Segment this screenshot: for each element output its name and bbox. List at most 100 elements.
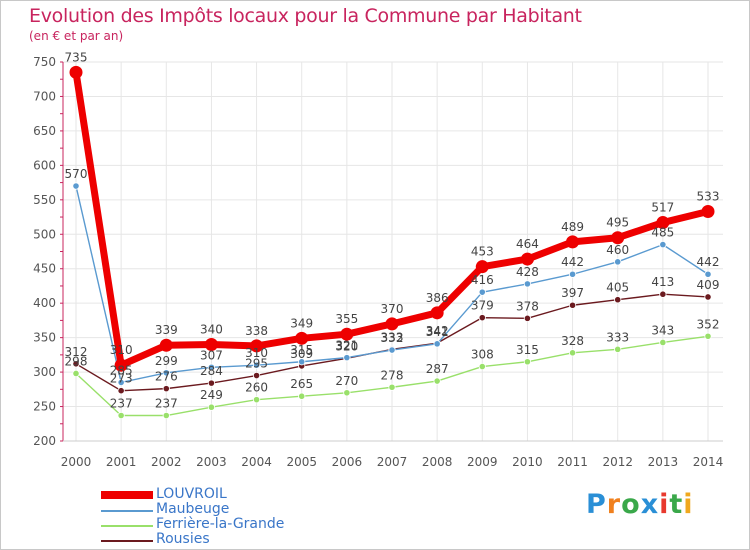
data-point-ferri-re-la-grande <box>388 383 396 391</box>
data-label-ferri-re-la-grande: 260 <box>245 381 268 395</box>
data-label-ferri-re-la-grande: 237 <box>110 397 133 411</box>
data-label-ferri-re-la-grande: 328 <box>561 334 584 348</box>
data-label-rousies: 378 <box>516 299 539 313</box>
data-label-louvroil: 310 <box>110 343 133 357</box>
data-label-ferri-re-la-grande: 287 <box>426 362 449 376</box>
data-label-rousies: 379 <box>471 299 494 313</box>
y-tick-label: 700 <box>33 89 56 103</box>
data-label-ferri-re-la-grande: 343 <box>651 323 674 337</box>
data-point-maubeuge <box>207 363 216 371</box>
data-point-maubeuge <box>568 270 577 278</box>
y-tick-label: 300 <box>33 365 56 379</box>
data-label-rousies: 309 <box>290 347 313 361</box>
data-label-rousies: 409 <box>697 278 720 292</box>
data-point-ferri-re-la-grande <box>343 389 351 397</box>
logo-letter: P <box>586 489 607 520</box>
data-label-ferri-re-la-grande: 265 <box>290 377 313 391</box>
data-label-maubeuge: 299 <box>155 354 178 368</box>
legend-swatch-ferriere <box>101 525 153 527</box>
data-point-maubeuge <box>614 258 622 266</box>
data-label-louvroil: 533 <box>697 190 720 204</box>
data-point-ferri-re-la-grande <box>523 358 532 366</box>
data-label-louvroil: 349 <box>290 316 313 330</box>
data-label-maubeuge: 315 <box>290 343 313 357</box>
data-point-rousies <box>523 314 532 322</box>
data-point-rousies <box>162 385 170 393</box>
y-tick-label: 500 <box>33 227 56 241</box>
data-point-louvroil <box>656 216 670 230</box>
data-point-ferri-re-la-grande <box>659 338 667 347</box>
data-point-ferri-re-la-grande <box>252 396 261 404</box>
data-point-ferri-re-la-grande <box>117 411 125 420</box>
x-tick-label: 2005 <box>286 455 317 469</box>
data-label-ferri-re-la-grande: 315 <box>516 343 539 357</box>
y-tick-label: 400 <box>33 296 56 310</box>
data-point-louvroil <box>250 339 264 353</box>
x-tick-label: 2006 <box>332 455 363 469</box>
data-point-maubeuge <box>478 288 486 296</box>
data-point-louvroil <box>204 338 218 352</box>
x-tick-label: 2009 <box>467 455 498 469</box>
data-label-rousies: 276 <box>155 370 178 384</box>
y-tick-label: 250 <box>33 400 56 414</box>
y-tick-label: 650 <box>33 124 56 138</box>
data-point-rousies <box>117 387 125 395</box>
y-tick-label: 600 <box>33 158 56 172</box>
data-label-maubeuge: 321 <box>335 339 358 353</box>
data-label-rousies: 397 <box>561 286 584 300</box>
data-label-ferri-re-la-grande: 333 <box>606 330 629 344</box>
data-point-maubeuge <box>433 340 441 348</box>
data-point-rousies <box>659 290 667 298</box>
data-label-maubeuge: 285 <box>110 363 133 377</box>
legend-swatch-rousies <box>101 540 153 542</box>
data-point-louvroil <box>475 260 489 274</box>
x-tick-label: 2013 <box>648 455 679 469</box>
logo-letter: i <box>659 489 670 520</box>
legend-label-ferriere: Ferrière-la-Grande <box>156 516 285 532</box>
data-label-louvroil: 386 <box>426 291 449 305</box>
data-label-louvroil: 495 <box>606 216 629 230</box>
data-point-ferri-re-la-grande <box>704 332 712 340</box>
data-label-rousies: 295 <box>245 357 268 371</box>
y-tick-label: 200 <box>33 434 56 448</box>
data-label-louvroil: 339 <box>155 323 178 337</box>
data-point-ferri-re-la-grande <box>568 349 577 357</box>
data-point-louvroil <box>159 338 173 352</box>
data-point-ferri-re-la-grande <box>72 369 80 378</box>
data-label-maubeuge: 416 <box>471 273 494 287</box>
data-point-rousies <box>207 379 216 387</box>
data-label-louvroil: 735 <box>65 50 88 64</box>
data-point-rousies <box>704 293 712 301</box>
x-tick-label: 2007 <box>377 455 408 469</box>
proxiti-logo: Proxiti <box>586 489 694 520</box>
data-label-louvroil: 453 <box>471 245 494 259</box>
data-point-louvroil <box>295 331 309 345</box>
data-label-maubeuge: 460 <box>606 243 629 257</box>
data-point-louvroil <box>566 235 580 249</box>
y-tick-label: 350 <box>33 331 56 345</box>
data-label-rousies: 312 <box>65 345 88 359</box>
data-point-louvroil <box>340 327 354 341</box>
data-point-ferri-re-la-grande <box>433 377 441 385</box>
data-point-ferri-re-la-grande <box>614 345 622 353</box>
x-tick-label: 2008 <box>422 455 453 469</box>
data-label-ferri-re-la-grande: 352 <box>697 317 720 331</box>
data-label-ferri-re-la-grande: 237 <box>155 397 178 411</box>
x-tick-label: 2000 <box>61 455 92 469</box>
data-point-maubeuge <box>72 182 80 190</box>
data-point-louvroil <box>114 358 128 372</box>
data-label-maubeuge: 332 <box>381 331 404 345</box>
data-label-rousies: 333 <box>381 330 404 344</box>
data-label-rousies: 413 <box>651 275 674 289</box>
data-point-louvroil <box>520 252 534 266</box>
legend-label-maubeuge: Maubeuge <box>156 501 230 517</box>
data-label-rousies: 284 <box>200 364 223 378</box>
data-label-louvroil: 355 <box>335 312 358 326</box>
logo-letter: i <box>683 489 694 520</box>
data-label-rousies: 405 <box>606 281 629 295</box>
data-label-maubeuge: 310 <box>245 346 268 360</box>
data-point-louvroil <box>69 65 83 79</box>
plot-area <box>63 62 723 441</box>
data-point-maubeuge <box>388 346 396 354</box>
